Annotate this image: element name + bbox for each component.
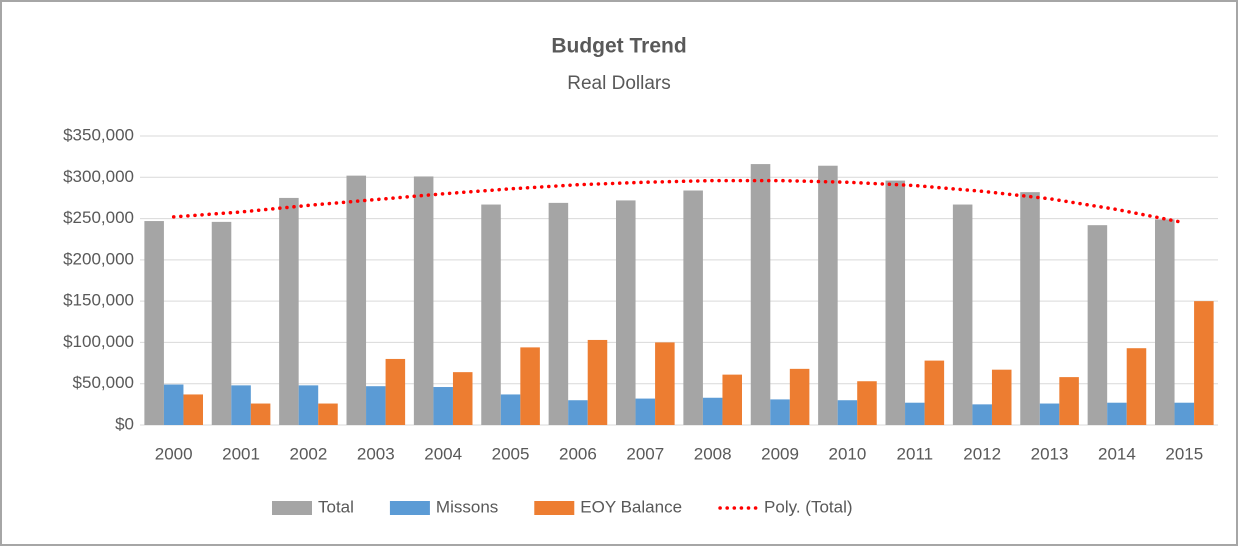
bar [991,369,1012,425]
bar [413,176,434,425]
bar [1174,402,1195,425]
bar [1039,403,1060,425]
x-tick-label: 2001 [222,444,260,463]
bar [1087,225,1108,425]
bar [385,358,406,425]
bar [702,397,723,425]
legend-label: Missons [436,497,498,516]
bar [298,385,319,425]
x-tick-label: 2011 [897,444,934,463]
y-tick-label: $300,000 [63,167,134,186]
legend-label: EOY Balance [580,497,682,516]
bar [587,339,608,425]
bar [163,384,184,425]
bar [905,402,925,425]
bar [972,404,992,425]
x-tick-label: 2003 [357,444,395,463]
x-tick-label: 2009 [761,444,799,463]
bar [366,386,386,425]
x-tick-label: 2004 [424,444,462,463]
x-tick-label: 2015 [1165,444,1203,463]
bar [818,165,838,425]
bar [885,180,906,425]
bar [231,385,251,425]
bar [481,204,501,425]
x-tick-label: 2002 [290,444,328,463]
x-tick-label: 2010 [829,444,867,463]
y-tick-label: $200,000 [63,249,134,268]
bar [1155,219,1175,425]
bar [655,342,675,425]
x-tick-label: 2005 [492,444,530,463]
bar [770,399,790,425]
x-tick-label: 2012 [963,444,1001,463]
legend-swatch [389,501,430,515]
bar [924,360,945,425]
bar [750,164,771,425]
bar [1194,301,1214,425]
y-tick-label: $150,000 [63,291,134,310]
bar [452,372,473,425]
x-tick-label: 2007 [626,444,664,463]
bar [1126,348,1147,425]
y-tick-label: $250,000 [63,208,134,227]
bar [433,387,453,425]
chart-title: Budget Trend [551,35,686,58]
y-tick-label: $100,000 [63,332,134,351]
bar [318,403,338,425]
bar [837,400,858,425]
bar [211,221,232,425]
bar [1059,377,1079,425]
bar [952,204,973,425]
x-tick-label: 2008 [694,444,732,463]
bar [279,197,299,425]
legend-swatch [272,501,312,515]
bar [183,394,203,425]
x-tick-label: 2013 [1031,444,1069,463]
bar [346,175,367,425]
bar [789,368,810,425]
bar [1020,192,1040,425]
bar [616,200,636,425]
bar [722,374,742,425]
legend-label: Poly. (Total) [764,497,853,516]
y-tick-label: $0 [115,414,134,433]
bar [250,403,271,425]
chart-subtitle: Real Dollars [567,73,670,94]
bar [635,398,656,425]
legend-swatch [534,501,575,515]
y-tick-label: $50,000 [73,373,134,392]
bar [857,381,877,425]
x-tick-label: 2000 [155,444,193,463]
legend-label: Total [318,497,354,516]
bar [1107,402,1127,425]
bar [520,347,540,425]
bar [683,190,703,425]
bar [500,394,521,425]
y-tick-label: $350,000 [63,125,134,144]
x-tick-label: 2014 [1098,444,1136,463]
bar [144,221,164,425]
x-tick-label: 2006 [559,444,597,463]
bar [568,400,588,425]
bar [548,202,569,425]
trend-line [171,178,1187,225]
